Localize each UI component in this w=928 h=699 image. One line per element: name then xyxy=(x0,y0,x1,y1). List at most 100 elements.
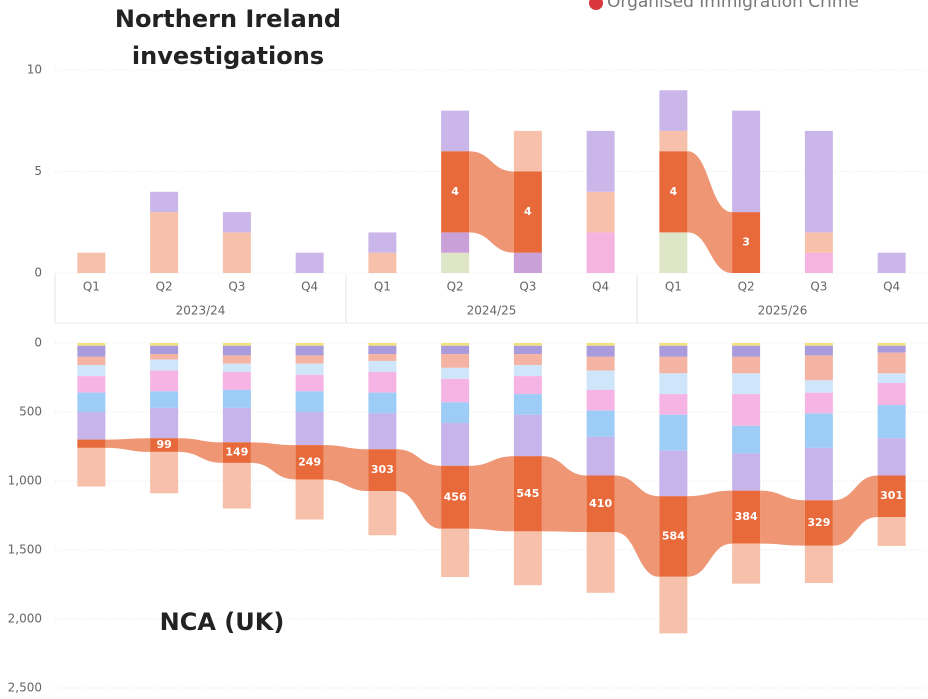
y-tick-label: 1,500 xyxy=(8,543,42,557)
bar-segment xyxy=(222,212,251,233)
bar-segment xyxy=(877,345,906,353)
x-group-label: 2024/25 xyxy=(467,304,517,318)
data-label: 4 xyxy=(451,185,459,198)
bar-segment xyxy=(150,451,179,494)
x-tick-label: Q3 xyxy=(228,280,245,294)
bar-segment xyxy=(77,439,106,448)
bar-segment xyxy=(368,252,397,273)
bar-segment xyxy=(150,359,179,371)
bar-segment xyxy=(659,496,688,577)
bar-segment xyxy=(441,110,470,152)
bar-segment xyxy=(804,130,833,233)
x-tick-label: Q2 xyxy=(738,280,755,294)
bar-segment xyxy=(77,412,106,440)
bar-segment xyxy=(513,456,542,532)
x-group-label: 2023/24 xyxy=(176,304,226,318)
bar-segment xyxy=(295,343,324,346)
ribbon xyxy=(832,475,878,546)
x-tick-label: Q2 xyxy=(156,280,173,294)
bar-segment xyxy=(150,212,179,273)
bar-segment xyxy=(804,500,833,546)
bar-segment xyxy=(441,465,470,529)
bar-segment xyxy=(441,151,470,233)
bar-segment xyxy=(804,343,833,346)
bar-segment xyxy=(804,447,833,501)
bar-segment xyxy=(441,354,470,368)
chart-title: Northern Ireland investigations xyxy=(114,5,342,70)
x-tick-label: Q3 xyxy=(519,280,536,294)
bar-segment xyxy=(368,449,397,492)
bar-segment xyxy=(77,447,106,487)
bar-segment xyxy=(295,345,324,356)
bar-segment xyxy=(150,345,179,355)
bar-segment xyxy=(150,370,179,392)
bar-segment xyxy=(659,345,688,357)
y-tick-label: 0 xyxy=(34,266,42,280)
bar-segment xyxy=(295,479,324,520)
y-tick-label: 2,000 xyxy=(8,612,42,626)
y-tick-label: 5 xyxy=(34,164,42,178)
bar-segment xyxy=(513,365,542,377)
data-label: 584 xyxy=(662,529,685,542)
bar-segment xyxy=(368,371,397,393)
ribbon xyxy=(396,449,442,529)
bar-segment xyxy=(222,345,251,356)
bar-segment xyxy=(732,373,761,395)
bar-segment xyxy=(513,345,542,355)
bar-segment xyxy=(222,407,251,443)
bar-segment xyxy=(659,343,688,346)
bar-segment xyxy=(150,354,179,360)
bar-segment xyxy=(804,545,833,583)
bar-segment xyxy=(150,438,179,452)
ribbon xyxy=(760,490,805,546)
bar-segment xyxy=(295,391,324,412)
ribbon xyxy=(178,438,223,463)
bar-segment xyxy=(441,378,470,403)
bar-segment xyxy=(513,414,542,457)
bar-segment xyxy=(659,576,688,634)
bar-segment xyxy=(295,363,324,375)
y-tick-label: 1,000 xyxy=(8,474,42,488)
bar-segment xyxy=(441,232,470,253)
ribbon xyxy=(687,490,733,577)
bar-segment xyxy=(222,389,251,408)
data-label: 384 xyxy=(735,510,758,523)
bar-segment xyxy=(804,252,833,273)
bar-segment xyxy=(877,373,906,384)
bar-segment xyxy=(150,343,179,346)
bar-segment xyxy=(295,445,324,480)
bar-segment xyxy=(77,345,106,357)
bar-segment xyxy=(659,356,688,374)
bar-segment xyxy=(368,354,397,361)
bar-segment xyxy=(295,412,324,446)
bar-segment xyxy=(586,389,615,411)
ribbon xyxy=(469,151,514,253)
bar-segment xyxy=(659,90,688,131)
bar-segment xyxy=(441,345,470,355)
bar-segment xyxy=(222,232,251,273)
bar-segment xyxy=(586,475,615,533)
x-tick-label: Q1 xyxy=(83,280,100,294)
bar-segment xyxy=(659,414,688,451)
bar-segment xyxy=(659,394,688,415)
bar-segment xyxy=(877,383,906,406)
bar-segment xyxy=(368,343,397,346)
bar-segment xyxy=(513,130,542,172)
data-label: 301 xyxy=(880,489,903,502)
bar-segment xyxy=(586,370,615,390)
x-group-label: 2025/26 xyxy=(758,304,808,318)
bar-segment xyxy=(368,360,397,372)
bar-segment xyxy=(222,442,251,463)
bar-segment xyxy=(804,232,833,253)
bar-segment xyxy=(77,343,106,346)
bar-segment xyxy=(732,543,761,584)
bar-segment xyxy=(877,343,906,346)
bar-segment xyxy=(295,355,324,364)
chart-title: NCA (UK) xyxy=(159,608,285,636)
x-tick-label: Q1 xyxy=(374,280,391,294)
bar-segment xyxy=(877,475,906,518)
bar-segment xyxy=(295,374,324,392)
bar-segment xyxy=(659,232,688,273)
